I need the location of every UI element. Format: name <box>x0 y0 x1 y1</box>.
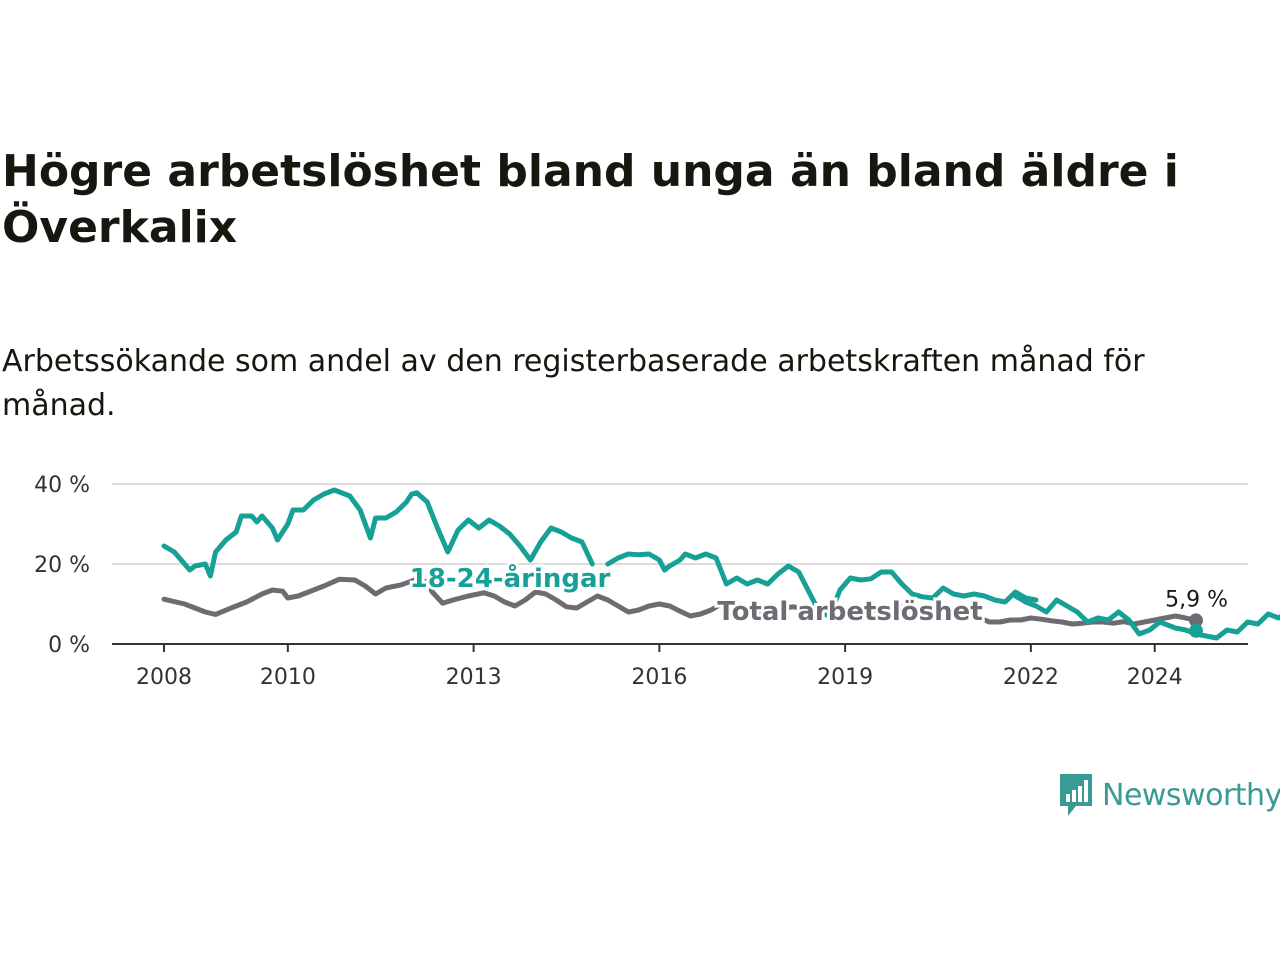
x-tick: 2010 <box>260 644 316 690</box>
x-tick-label: 2022 <box>1003 665 1059 690</box>
total-end-marker <box>1189 613 1203 628</box>
y-tick-label: 0 % <box>48 633 90 658</box>
y-tick-label: 40 % <box>34 473 90 498</box>
youth-series-label: 18-24-åringar <box>410 562 611 594</box>
series-line-3 <box>1012 593 1280 641</box>
x-tick: 2008 <box>136 644 192 690</box>
y-gridlines <box>112 483 1248 645</box>
x-tick-label: 2019 <box>817 665 873 690</box>
newsworthy-brand[interactable]: Newsworthy <box>1058 772 1280 818</box>
series-lines <box>161 487 1280 641</box>
y-tick: 40 % <box>34 473 90 498</box>
x-tick-label: 2008 <box>136 665 192 690</box>
x-tick: 2016 <box>631 644 687 690</box>
y-tick: 20 % <box>34 553 90 578</box>
total-series-label: Total arbetslöshet <box>717 597 982 627</box>
series-line-0 <box>161 576 1199 627</box>
y-tick: 0 % <box>48 633 90 658</box>
newsworthy-logo-icon <box>1060 774 1092 816</box>
x-tick: 2022 <box>1003 644 1059 690</box>
x-tick-label: 2013 <box>446 665 502 690</box>
series-labels: 5,9 % 18-24-åringar Total arbetslöshet <box>407 559 1228 638</box>
brand-name: Newsworthy <box>1102 777 1280 813</box>
x-tick: 2024 <box>1127 644 1183 690</box>
y-axis: 0 % 20 % 40 % <box>34 473 90 658</box>
x-tick-label: 2016 <box>631 665 687 690</box>
youth-end-marker <box>1189 623 1203 638</box>
y-tick-label: 20 % <box>34 553 90 578</box>
x-tick: 2019 <box>817 644 873 690</box>
x-tick-label: 2010 <box>260 665 316 690</box>
line-chart: 0 % 20 % 40 % 2008 2010 2013 2016 2019 2022 2024… <box>34 473 1280 690</box>
x-axis: 2008 2010 2013 2016 2019 2022 2024 <box>136 644 1183 690</box>
x-tick: 2013 <box>446 644 502 690</box>
series-line-2 <box>605 551 1039 619</box>
x-tick-label: 2024 <box>1127 665 1183 690</box>
chart-title: Högre arbetslöshet bland unga än bland ä… <box>2 146 1179 253</box>
series-line-1 <box>161 487 595 579</box>
total-end-label: 5,9 % <box>1165 587 1228 612</box>
chart-subtitle: Arbetssökande som andel av den registerb… <box>2 344 1145 423</box>
